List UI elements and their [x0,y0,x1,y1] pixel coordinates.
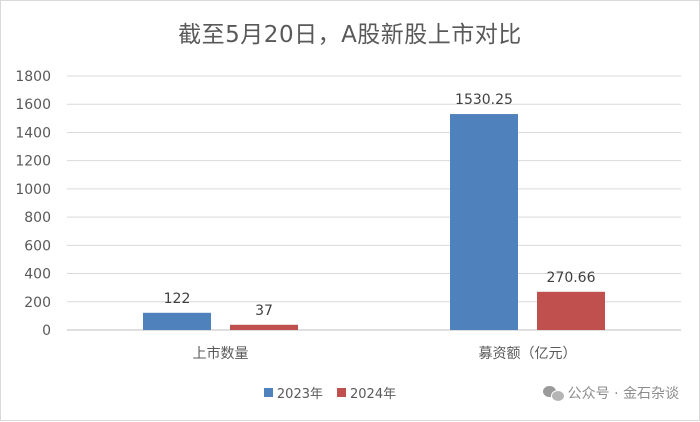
watermark: 公众号 · 金石杂谈 [542,383,679,403]
bar-2023 [450,114,518,330]
y-tick-label: 1800 [15,69,51,85]
y-tick-label: 0 [42,323,51,339]
x-category-label: 上市数量 [193,345,249,362]
y-tick-label: 1600 [15,97,51,113]
y-tick-label: 400 [24,267,51,283]
data-label: 37 [255,303,273,319]
legend-label-2023: 2023年 [276,387,323,402]
data-label: 270.66 [547,270,596,286]
data-label: 1530.25 [455,92,513,108]
x-category-label: 募资额（亿元） [479,346,577,362]
bar-2024 [537,291,605,330]
y-tick-label: 800 [24,210,51,226]
legend-label-2024: 2024年 [350,387,397,402]
y-tick-label: 600 [24,238,51,254]
legend-item-2023: 2023年 [263,383,323,402]
y-tick-label: 1200 [15,154,51,170]
y-tick-label: 1000 [15,182,51,198]
legend: 2023年 2024年 [1,383,699,402]
wechat-icon [542,385,565,402]
bar-2023 [143,312,211,330]
legend-swatch-2024 [337,388,346,397]
watermark-text: 公众号 · 金石杂谈 [567,386,679,402]
y-tick-label: 200 [24,295,51,311]
legend-swatch-2023 [263,388,273,397]
legend-item-2024: 2024年 [337,383,396,402]
chart-title: 截至5月20日，A股新股上市对比 [178,22,522,48]
y-tick-label: 1400 [15,125,51,141]
data-label: 122 [164,291,191,307]
bar-2024 [230,324,298,330]
